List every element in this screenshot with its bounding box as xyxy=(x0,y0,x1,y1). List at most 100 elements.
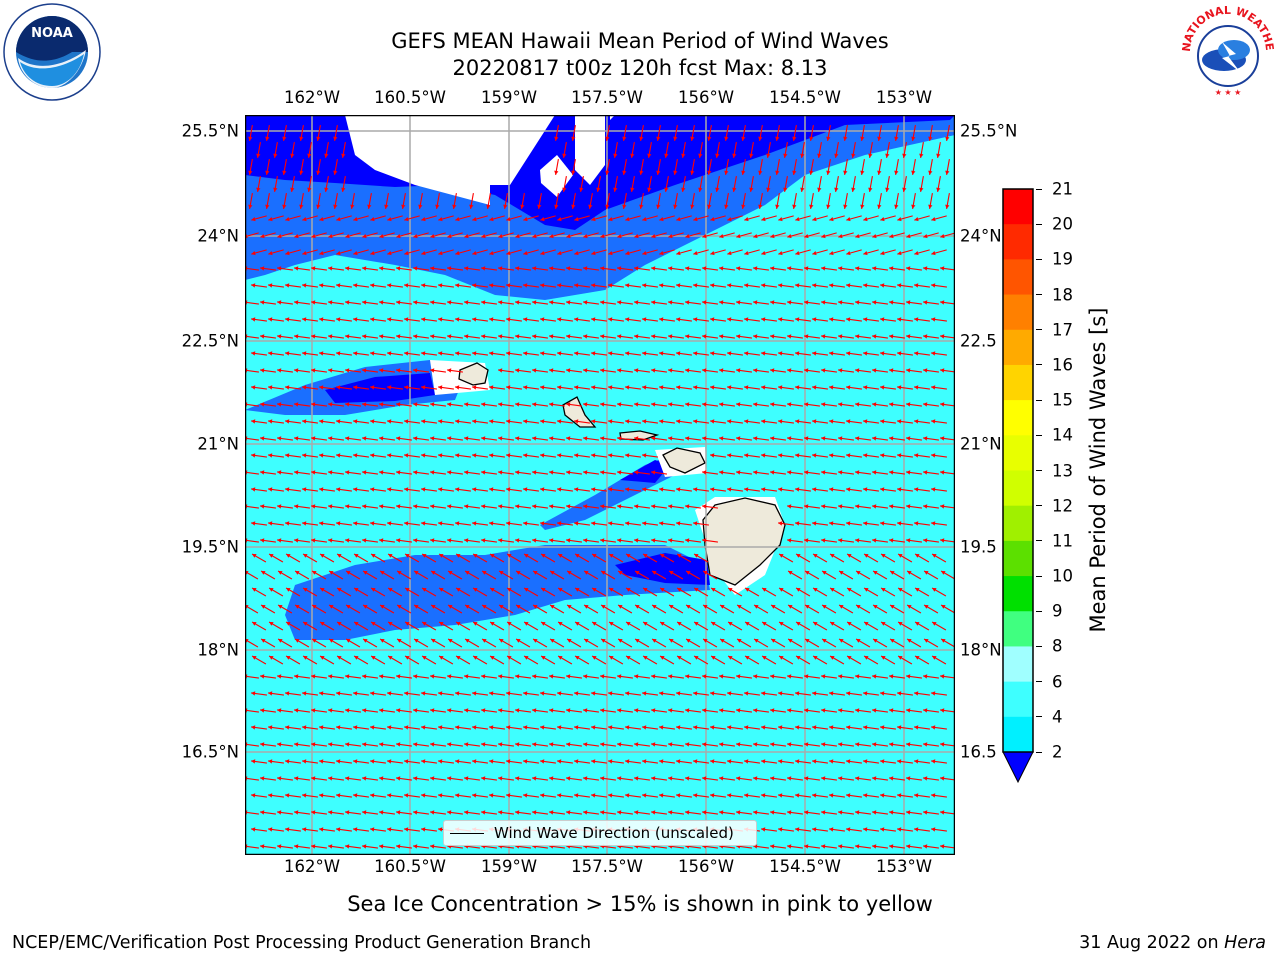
wind-wave-arrowhead xyxy=(770,266,775,271)
wind-wave-arrowhead xyxy=(380,605,385,609)
wind-wave-arrowhead xyxy=(472,317,477,322)
wind-wave-arrowhead xyxy=(346,605,351,609)
wind-wave-arrowhead xyxy=(642,351,647,356)
wind-wave-arrowhead xyxy=(285,351,290,356)
wind-wave-arrowhead xyxy=(404,487,409,492)
wind-wave-arrowhead xyxy=(685,266,690,271)
wind-wave-arrowhead xyxy=(438,691,443,696)
wind-wave-arrowhead xyxy=(600,470,605,475)
wind-wave-arrowhead xyxy=(778,351,783,356)
wind-wave-arrowhead xyxy=(302,385,307,390)
wind-wave-arrowhead xyxy=(515,436,520,441)
wind-wave-arrowhead xyxy=(489,251,494,256)
wind-wave-arrowhead xyxy=(404,419,409,424)
wind-wave-arrowhead xyxy=(821,810,826,815)
wind-wave-arrowhead xyxy=(345,436,350,441)
wind-wave-arrowhead xyxy=(898,588,903,592)
wind-wave-arrowhead xyxy=(855,844,860,849)
wind-wave-arrowhead xyxy=(421,691,426,696)
wind-wave-arrowhead xyxy=(651,368,656,373)
wind-wave-arrowhead xyxy=(761,217,766,222)
wind-wave-arrowhead xyxy=(863,827,868,832)
colorbar-tick-mark xyxy=(1036,716,1042,718)
wind-wave-arrowhead xyxy=(880,217,885,222)
colorbar-segment xyxy=(1003,329,1033,366)
wind-wave-arrowhead xyxy=(872,504,877,509)
wind-wave-arrowhead xyxy=(770,436,775,441)
wind-wave-arrowhead xyxy=(608,725,613,730)
wind-wave-arrowhead xyxy=(379,368,384,373)
wind-wave-arrowhead xyxy=(880,251,885,256)
wind-wave-arrowhead xyxy=(821,402,826,407)
wind-wave-arrowhead xyxy=(609,554,614,558)
wind-wave-arrowhead xyxy=(659,793,664,798)
colorbar-tick: 17 xyxy=(1052,320,1073,340)
wind-wave-arrowhead xyxy=(719,470,724,475)
wind-wave-arrowhead xyxy=(337,622,342,626)
wind-wave-arrowhead xyxy=(779,554,784,558)
wind-wave-arrowhead xyxy=(532,742,537,747)
wind-wave-arrowhead xyxy=(302,283,307,288)
wind-wave-arrowhead xyxy=(642,759,647,764)
wind-wave-arrowhead xyxy=(846,217,851,222)
wind-wave-arrowhead xyxy=(863,385,868,390)
wind-wave-arrowhead xyxy=(889,776,894,781)
wind-wave-arrowhead xyxy=(379,742,384,747)
wind-wave-arrowhead xyxy=(906,504,911,509)
wind-wave-arrowhead xyxy=(673,170,678,175)
wind-wave-arrowhead xyxy=(523,487,528,492)
wind-wave-arrowhead xyxy=(668,334,673,339)
wind-wave-arrowhead xyxy=(846,827,851,832)
wind-wave-arrowhead xyxy=(404,385,409,390)
lon-tick-top: 162°W xyxy=(283,88,341,107)
wind-wave-arrowhead xyxy=(574,725,579,730)
wind-wave-arrowhead xyxy=(396,368,401,373)
wind-wave-arrowhead xyxy=(940,708,945,713)
wind-wave-arrowhead xyxy=(353,827,358,832)
wind-wave-arrowhead xyxy=(736,708,741,713)
wind-wave-arrowhead xyxy=(379,234,384,239)
wind-wave-arrowhead xyxy=(817,153,822,158)
wind-wave-arrowhead xyxy=(532,402,537,407)
wind-wave-arrowhead xyxy=(294,470,299,475)
wind-wave-arrowhead xyxy=(727,385,732,390)
wind-wave-arrowhead xyxy=(795,827,800,832)
wind-wave-arrowhead xyxy=(592,622,597,626)
wind-wave-arrowhead xyxy=(333,136,338,141)
wind-wave-arrowhead xyxy=(566,504,571,509)
wind-wave-arrowhead xyxy=(711,588,716,592)
wind-wave-arrowhead xyxy=(302,351,307,356)
wind-wave-arrowhead xyxy=(812,453,817,458)
wind-wave-arrowhead xyxy=(302,487,307,492)
wind-wave-arrowhead xyxy=(268,453,273,458)
wind-wave-arrowhead xyxy=(421,827,426,832)
wind-wave-arrowhead xyxy=(592,554,597,558)
wind-wave-arrowhead xyxy=(804,470,809,475)
wind-wave-arrowhead xyxy=(353,453,358,458)
wind-wave-arrowhead xyxy=(889,436,894,441)
wind-wave-arrowhead xyxy=(868,153,873,158)
wind-wave-arrowhead xyxy=(813,554,818,558)
wind-wave-arrowhead xyxy=(248,204,253,209)
wind-wave-arrowhead xyxy=(489,759,494,764)
wind-wave-arrowhead xyxy=(724,136,729,141)
wind-wave-arrowhead xyxy=(481,742,486,747)
wind-wave-arrowhead xyxy=(401,204,406,209)
wind-wave-arrowhead xyxy=(795,453,800,458)
wind-wave-arrowhead xyxy=(838,368,843,373)
wind-wave-arrowhead xyxy=(515,234,520,239)
wind-wave-arrowhead xyxy=(694,622,699,626)
lon-tick-top: 154.5°W xyxy=(769,88,841,107)
wind-wave-arrowhead xyxy=(430,504,435,509)
wind-wave-arrowhead xyxy=(609,588,614,592)
wind-wave-arrowhead xyxy=(557,283,562,288)
wind-wave-arrowhead xyxy=(447,300,452,305)
wind-wave-arrowhead xyxy=(745,656,750,660)
wind-wave-arrowhead xyxy=(770,742,775,747)
wind-wave-arrowhead xyxy=(749,153,754,158)
wind-wave-arrowhead xyxy=(676,251,681,256)
wind-wave-arrowhead xyxy=(872,300,877,305)
wind-wave-arrowhead xyxy=(732,153,737,158)
wind-wave-arrowhead xyxy=(778,759,783,764)
wind-wave-arrowhead xyxy=(316,170,321,175)
